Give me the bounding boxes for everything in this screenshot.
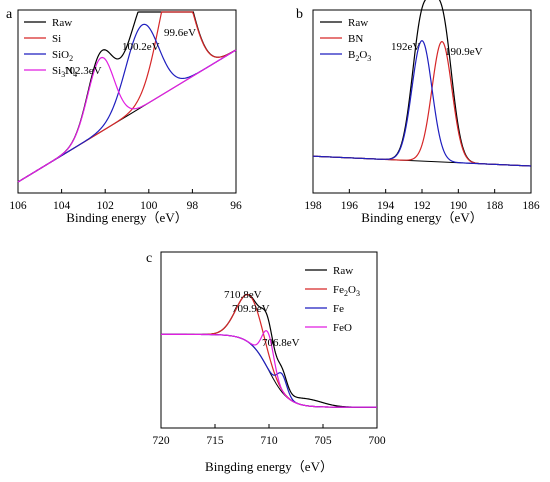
- series-si3n4-line: [17, 49, 237, 183]
- legend-si-label: Si: [52, 33, 61, 45]
- x-tick-label: 198: [304, 200, 322, 212]
- legend-feo-label: FeO: [333, 322, 352, 334]
- series-raw-line: [17, 11, 237, 183]
- x-tick-label: 196: [341, 200, 359, 212]
- panel-a-plot: [17, 11, 237, 183]
- panel-c-x-axis-label: Bingding energy（eV）: [205, 459, 333, 474]
- legend-bn-label: BN: [348, 33, 363, 45]
- legend-fe2o3-label: Fe2O3: [333, 284, 360, 298]
- panel-b-label: b: [296, 7, 303, 22]
- x-tick-label: 100: [140, 200, 158, 212]
- panel-c-plot: [161, 293, 377, 408]
- panel-c: c 720 715 710 705 700 Bingding energy（eV） Ra…: [146, 251, 386, 474]
- annotation-99-6ev: 99.6eV: [164, 27, 196, 39]
- panel-a-label: a: [6, 7, 13, 22]
- panel-b: b 198 196 194 192 190 188 186 Binding energy（e…: [296, 0, 540, 225]
- x-tick-label: 700: [368, 435, 386, 447]
- legend-b2o3-label: B2O3: [348, 49, 371, 63]
- x-tick-label: 710: [260, 435, 278, 447]
- panel-a-x-axis-label: Binding energy（eV）: [66, 210, 187, 225]
- series-feo-line: [161, 330, 377, 408]
- series-si-line: [17, 11, 237, 183]
- annotation-710-8ev: 710.8eV: [224, 289, 262, 301]
- x-tick-label: 194: [377, 200, 395, 212]
- legend-fe-label: Fe: [333, 303, 344, 315]
- panel-c-x-ticks: 720 715 710 705 700: [152, 424, 386, 447]
- x-tick-label: 705: [314, 435, 332, 447]
- legend-raw-label: Raw: [348, 17, 368, 29]
- x-tick-label: 186: [522, 200, 540, 212]
- legend-raw-label: Raw: [52, 17, 72, 29]
- series-b2o3-line: [312, 40, 532, 167]
- series-bn-line: [312, 41, 532, 167]
- legend-si3n4-label: Si3N4: [52, 65, 77, 79]
- annotation-102-3ev: 102.3eV: [64, 65, 102, 77]
- x-tick-label: 190: [450, 200, 468, 212]
- panel-a-frame: [17, 9, 237, 194]
- annotation-709-9ev: 709.9eV: [232, 303, 270, 315]
- x-tick-label: 106: [9, 200, 27, 212]
- x-tick-label: 102: [97, 200, 115, 212]
- panel-c-legend: Raw Fe2O3 Fe FeO: [305, 265, 360, 334]
- annotation-706-8ev: 706.8eV: [262, 337, 300, 349]
- annotation-100-2ev: 100.2eV: [122, 41, 160, 53]
- panel-b-plot: [312, 0, 532, 167]
- x-tick-label: 98: [187, 200, 199, 212]
- x-tick-label: 192: [413, 200, 431, 212]
- legend-sio2-label: SiO2: [52, 49, 73, 63]
- series-raw-line: [312, 0, 532, 167]
- annotation-190-9ev: 190.9eV: [445, 46, 483, 58]
- x-tick-label: 104: [53, 200, 71, 212]
- panel-a-x-ticks: 106 104 102 100 98 96: [9, 189, 242, 212]
- panel-a: a 106 104 102 100 98 96 Binding energy（eV） Ra…: [6, 7, 242, 225]
- panel-c-label: c: [146, 251, 152, 266]
- x-tick-label: 96: [230, 200, 242, 212]
- x-tick-label: 715: [206, 435, 224, 447]
- x-tick-label: 188: [486, 200, 504, 212]
- legend-raw-label: Raw: [333, 265, 353, 277]
- panel-a-legend: Raw Si SiO2 Si3N4: [24, 17, 77, 79]
- x-tick-label: 720: [152, 435, 170, 447]
- annotation-192ev: 192eV: [391, 41, 420, 53]
- panel-b-x-ticks: 198 196 194 192 190 188 186: [304, 189, 540, 212]
- panel-b-frame: [312, 9, 532, 194]
- panel-b-legend: Raw BN B2O3: [320, 17, 371, 63]
- panel-b-x-axis-label: Binding energy（eV）: [361, 210, 482, 225]
